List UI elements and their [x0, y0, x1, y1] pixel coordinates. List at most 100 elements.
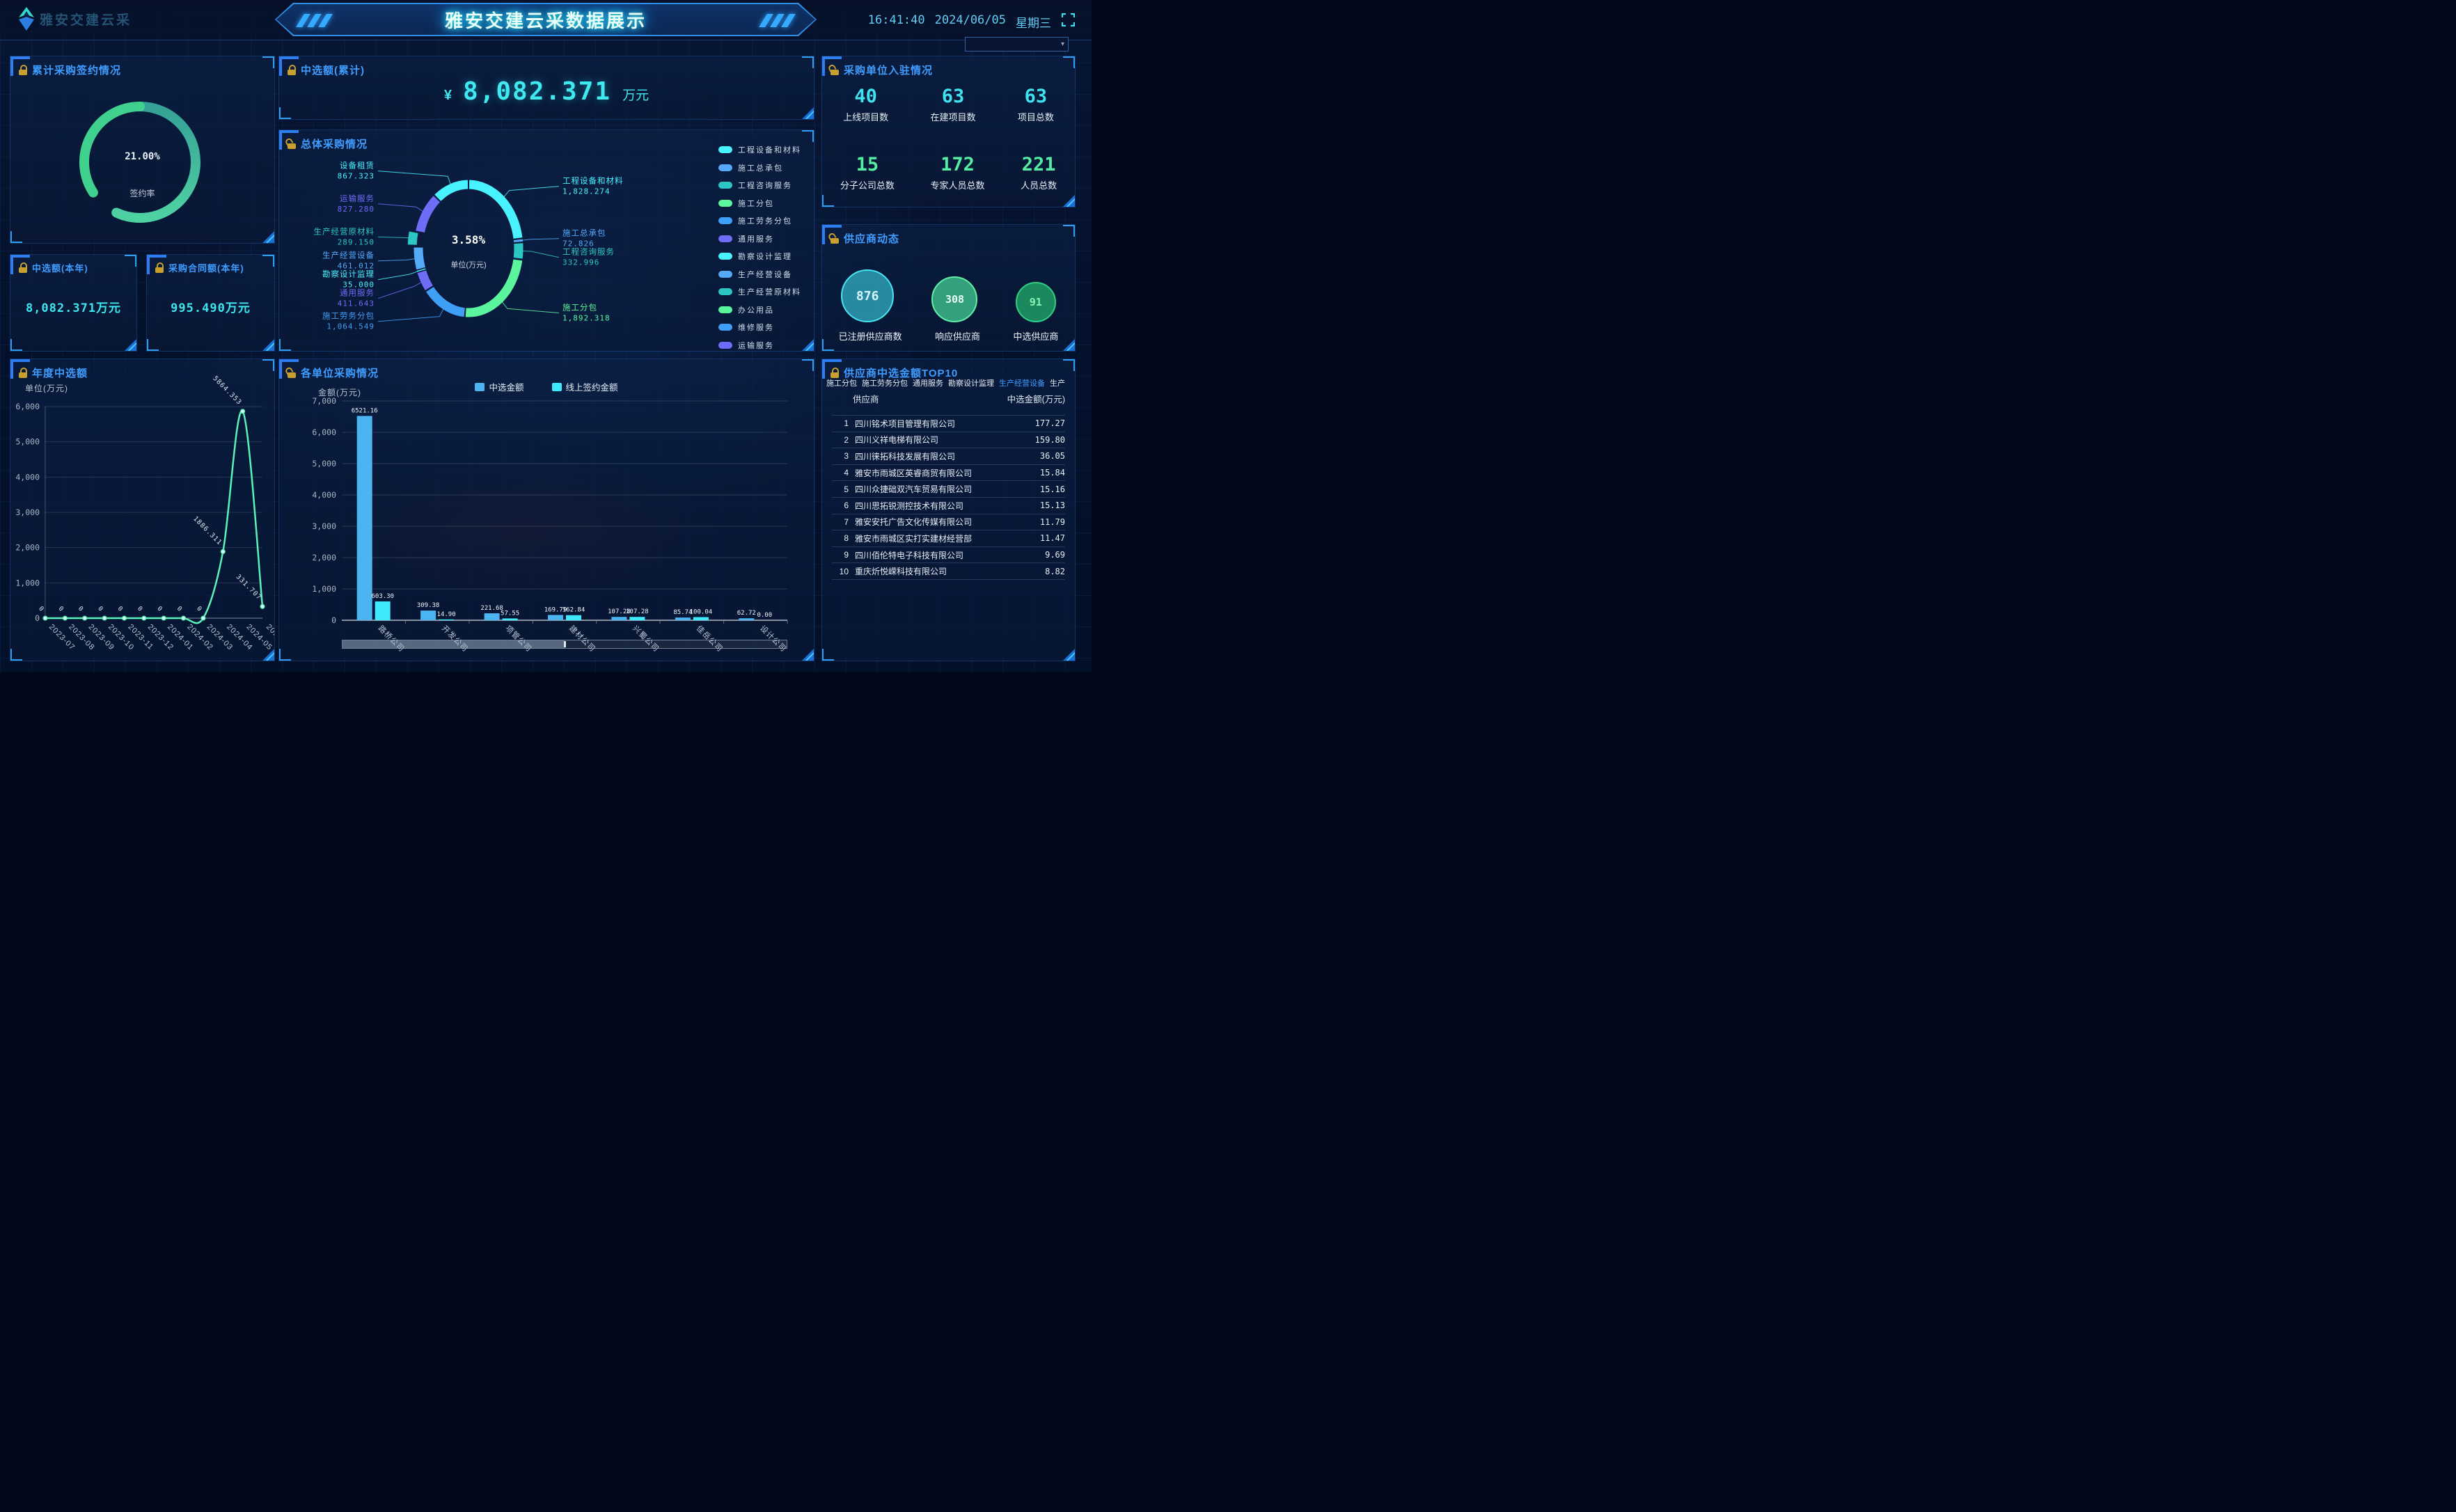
pie-slice[interactable]	[416, 196, 441, 233]
overall-pie-chart[interactable]: 工程设备和材料 1,828.274 施工总承包 72.826 工程咨询服务 332.996…	[279, 130, 814, 351]
data-point[interactable]	[260, 604, 265, 609]
stat-value: 172	[940, 154, 975, 175]
top10-tab[interactable]: 勘察设计监理	[948, 379, 994, 388]
pie-slice[interactable]	[414, 247, 425, 270]
svg-text:1,828.274: 1,828.274	[562, 187, 611, 196]
data-point[interactable]	[62, 615, 68, 621]
bar[interactable]	[420, 611, 436, 620]
pie-slice[interactable]	[426, 286, 466, 317]
data-point[interactable]	[141, 615, 147, 621]
svg-text:0: 0	[116, 606, 125, 614]
top10-tabs: 施工分包 施工劳务分包 通用服务 勘察设计监理 生产经营设备 生产	[826, 377, 1073, 388]
table-row[interactable]: 8 雅安市雨城区实打实建材经营部 11.47	[832, 530, 1065, 547]
legend-item[interactable]: 办公用品	[718, 304, 801, 315]
data-point[interactable]	[102, 615, 107, 621]
svg-text:项管公司: 项管公司	[503, 623, 534, 654]
data-zoom-slider[interactable]	[342, 640, 787, 649]
units-bar-chart[interactable]: 金额(万元) 0 1,000 2,000 3,000 4,000 5,000 6,000 7,0…	[279, 359, 814, 661]
bar[interactable]	[611, 617, 627, 620]
total-amount-unit: 万元	[622, 88, 650, 103]
pie-slice[interactable]	[465, 259, 523, 317]
data-point[interactable]	[220, 549, 226, 554]
legend-item[interactable]: 生产经营设备	[718, 269, 801, 280]
legend-item[interactable]: 施工总承包	[718, 162, 801, 173]
legend-item[interactable]: 生产经营原材料	[718, 286, 801, 297]
bar[interactable]	[693, 617, 709, 621]
total-amount-value: 8,082.371	[463, 77, 612, 106]
data-point[interactable]	[180, 615, 187, 621]
annual-line-chart[interactable]: 单位(万元) 0 1,000 2,000 3,000 4,000 5,000 6,000 0 20…	[10, 373, 274, 661]
pie-slice[interactable]	[434, 180, 469, 202]
top10-tab[interactable]: 生产	[1050, 379, 1065, 388]
row-rank: 3	[844, 451, 849, 462]
data-point[interactable]	[200, 615, 206, 621]
table-row[interactable]: 5 四川众捷础双汽车贸易有限公司 15.16	[832, 481, 1065, 498]
bar[interactable]	[566, 615, 581, 620]
fullscreen-icon[interactable]	[1062, 13, 1075, 26]
stat-value: 63	[1024, 86, 1048, 107]
bar[interactable]	[502, 618, 518, 620]
bar[interactable]	[375, 601, 391, 620]
clock-time: 16:41:40	[867, 13, 925, 27]
data-point[interactable]	[121, 615, 127, 621]
data-point[interactable]	[82, 615, 88, 621]
table-row[interactable]: 6 四川思拓锐测控技术有限公司 15.13	[832, 498, 1065, 514]
data-point[interactable]	[240, 409, 246, 414]
legend-item[interactable]: 工程设备和材料	[718, 144, 801, 155]
bar[interactable]	[675, 617, 691, 620]
data-zoom-handle[interactable]	[564, 641, 566, 647]
table-row[interactable]: 1 四川铭术项目管理有限公司 177.27	[832, 415, 1065, 432]
top10-tab[interactable]: 施工劳务分包	[862, 379, 908, 388]
row-rank: 5	[844, 484, 849, 494]
data-point[interactable]	[161, 615, 166, 621]
table-row[interactable]: 3 四川徕拓科技发展有限公司 36.05	[832, 448, 1065, 465]
bar[interactable]	[484, 613, 500, 620]
table-row[interactable]: 10 重庆炘悦嵘科技有限公司 8.82	[832, 563, 1065, 580]
svg-text:开发公司: 开发公司	[440, 623, 471, 654]
legend-item[interactable]: 勘察设计监理	[718, 251, 801, 262]
stat-value: 15	[856, 154, 879, 175]
legend-item[interactable]: 线上签约金额	[551, 380, 618, 393]
legend-item[interactable]: 工程咨询服务	[718, 180, 801, 191]
legend-item[interactable]: 运输服务	[718, 340, 801, 351]
data-point[interactable]	[42, 615, 48, 621]
corner-fold	[262, 649, 274, 661]
corner-fold	[262, 339, 274, 351]
bar[interactable]	[356, 416, 372, 621]
pie-slice[interactable]	[513, 243, 524, 259]
corner-fold	[802, 649, 814, 661]
table-row[interactable]: 9 四川佰伦特电子科技有限公司 9.69	[832, 547, 1065, 564]
corner-fold	[1063, 195, 1075, 207]
legend-label: 线上签约金额	[565, 383, 618, 393]
pie-slice[interactable]	[469, 180, 523, 239]
legend-item[interactable]: 施工劳务分包	[718, 215, 801, 226]
svg-text:5864.353: 5864.353	[211, 375, 243, 407]
legend-item[interactable]: 施工分包	[718, 198, 801, 209]
table-row[interactable]: 2 四川义祥电梯有限公司 159.80	[832, 432, 1065, 449]
pie-slice[interactable]	[407, 231, 418, 245]
svg-text:6521.16: 6521.16	[352, 408, 378, 415]
top10-tab[interactable]: 生产经营设备	[999, 379, 1045, 388]
row-amount: 15.13	[1039, 501, 1065, 511]
panel-title: 各单位采购情况	[301, 368, 379, 379]
legend-item[interactable]: 通用服务	[718, 233, 801, 244]
legend-item[interactable]: 维修服务	[718, 322, 801, 333]
table-row[interactable]: 4 雅安市雨城区英睿商贸有限公司 15.84	[832, 465, 1065, 482]
region-select[interactable]: ▾	[965, 37, 1069, 52]
top10-tab[interactable]: 施工分包	[826, 379, 857, 388]
panel-overall-pie: 总体采购情况 工程设备和材料 1,828.274 施工总承包 72.826 工程咨询服务…	[278, 129, 814, 352]
supplier-circle: 308	[931, 276, 978, 322]
pie-slice[interactable]	[417, 270, 433, 290]
bar[interactable]	[629, 617, 645, 620]
svg-text:路桥公司: 路桥公司	[377, 624, 407, 654]
bar[interactable]	[739, 618, 755, 620]
stat-item: 63 在建项目数	[930, 86, 975, 123]
legend-item[interactable]: 中选金额	[475, 380, 524, 393]
panel-title: 采购单位入驻情况	[844, 65, 934, 77]
top10-tab[interactable]: 通用服务	[913, 379, 943, 388]
table-row[interactable]: 7 雅安安托广告文化传媒有限公司 11.79	[832, 514, 1065, 531]
svg-text:332.996: 332.996	[562, 258, 599, 267]
legend-swatch	[475, 382, 485, 391]
row-supplier: 四川铭术项目管理有限公司	[855, 418, 956, 429]
bar[interactable]	[548, 615, 563, 620]
